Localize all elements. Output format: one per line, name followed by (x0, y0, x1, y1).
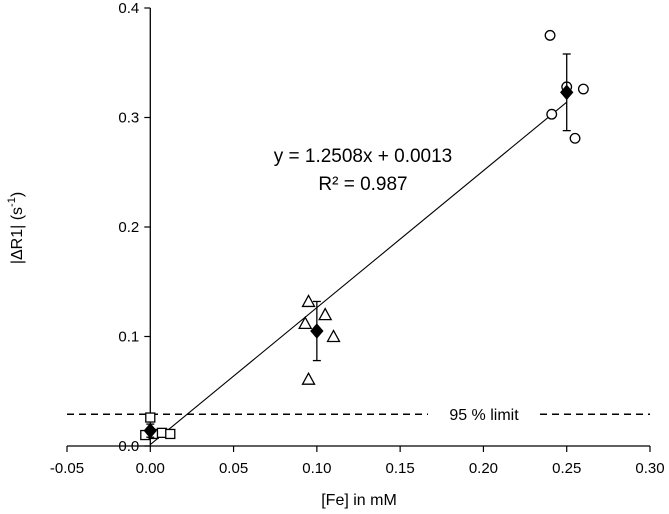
y-tick-label: 0.2 (118, 219, 139, 236)
triangle-point (298, 316, 313, 330)
mean-points (143, 53, 574, 439)
triangle-point (301, 371, 316, 385)
triangle-point (318, 307, 333, 321)
fit-line-group (149, 101, 568, 446)
circle-point (569, 132, 581, 144)
x-tick-label: 0.20 (469, 460, 498, 477)
y-tick-label: 0.1 (118, 329, 139, 346)
circle-point (544, 29, 556, 41)
y-tick-label: 0.4 (118, 0, 139, 17)
square-point (145, 412, 156, 423)
x-tick-label: -0.05 (50, 460, 84, 477)
x-tick-label: 0.15 (386, 460, 415, 477)
mean-diamond (310, 323, 324, 339)
triangle-point (301, 294, 316, 308)
mean-diamond (560, 84, 574, 101)
y-axis-title: |ΔR1| (s-1) (6, 192, 26, 264)
circle-point (546, 108, 558, 120)
triangle-point (326, 329, 341, 343)
x-tick-label: 0.00 (136, 460, 165, 477)
fit-equation: y = 1.2508x + 0.0013 (274, 146, 453, 167)
mean-diamond (143, 422, 157, 439)
y-tick-label: 0.0 (118, 438, 139, 455)
axes: -0.05 0.00 0.05 0.10 0.15 0.20 0.25 0.30 0.0 0.1 0… (50, 0, 665, 477)
x-tick-label: 0.10 (302, 460, 331, 477)
limit-label: 95 % limit (449, 407, 519, 424)
fit-line (149, 101, 568, 446)
y-tick-label: 0.3 (118, 110, 139, 127)
limit-line-group: 95 % limit (67, 407, 650, 424)
x-tick-label: 0.05 (219, 460, 248, 477)
circle-point (577, 83, 589, 95)
x-tick-label: 0.25 (552, 460, 581, 477)
data-points (140, 29, 589, 441)
square-point (156, 427, 168, 439)
fit-r-squared: R² = 0.987 (318, 174, 407, 195)
x-tick-label: 0.30 (635, 460, 664, 477)
square-point (165, 428, 176, 440)
x-axis-title: [Fe] in mM (321, 492, 397, 509)
